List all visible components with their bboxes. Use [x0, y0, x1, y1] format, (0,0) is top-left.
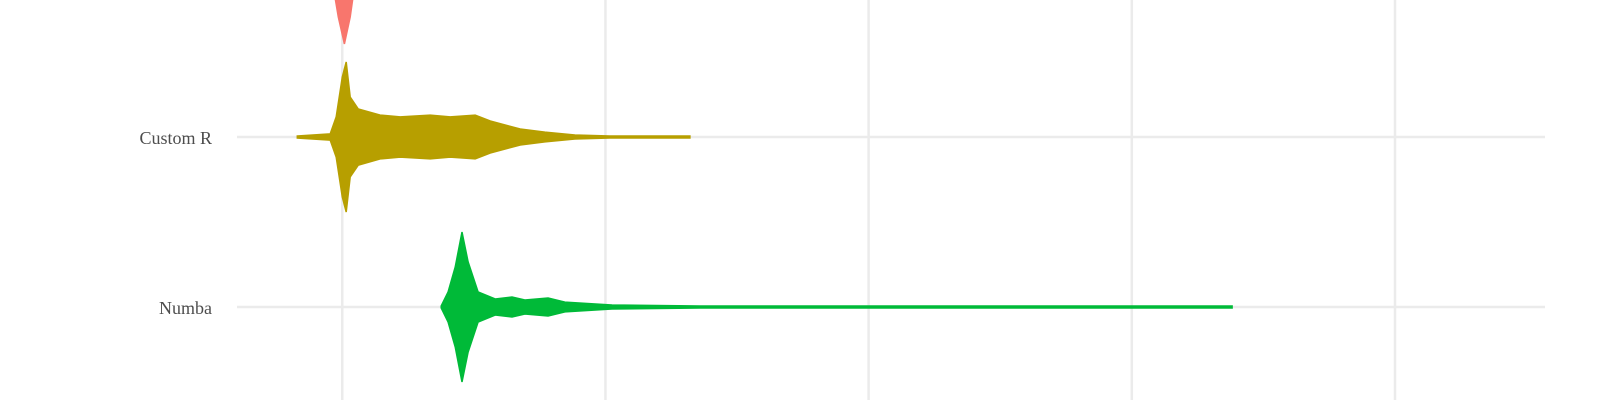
violin	[334, 0, 354, 45]
y-tick-label: Custom R	[139, 128, 212, 148]
y-tick-label: Numba	[159, 298, 212, 318]
violin	[440, 231, 1233, 383]
violin	[296, 61, 691, 213]
